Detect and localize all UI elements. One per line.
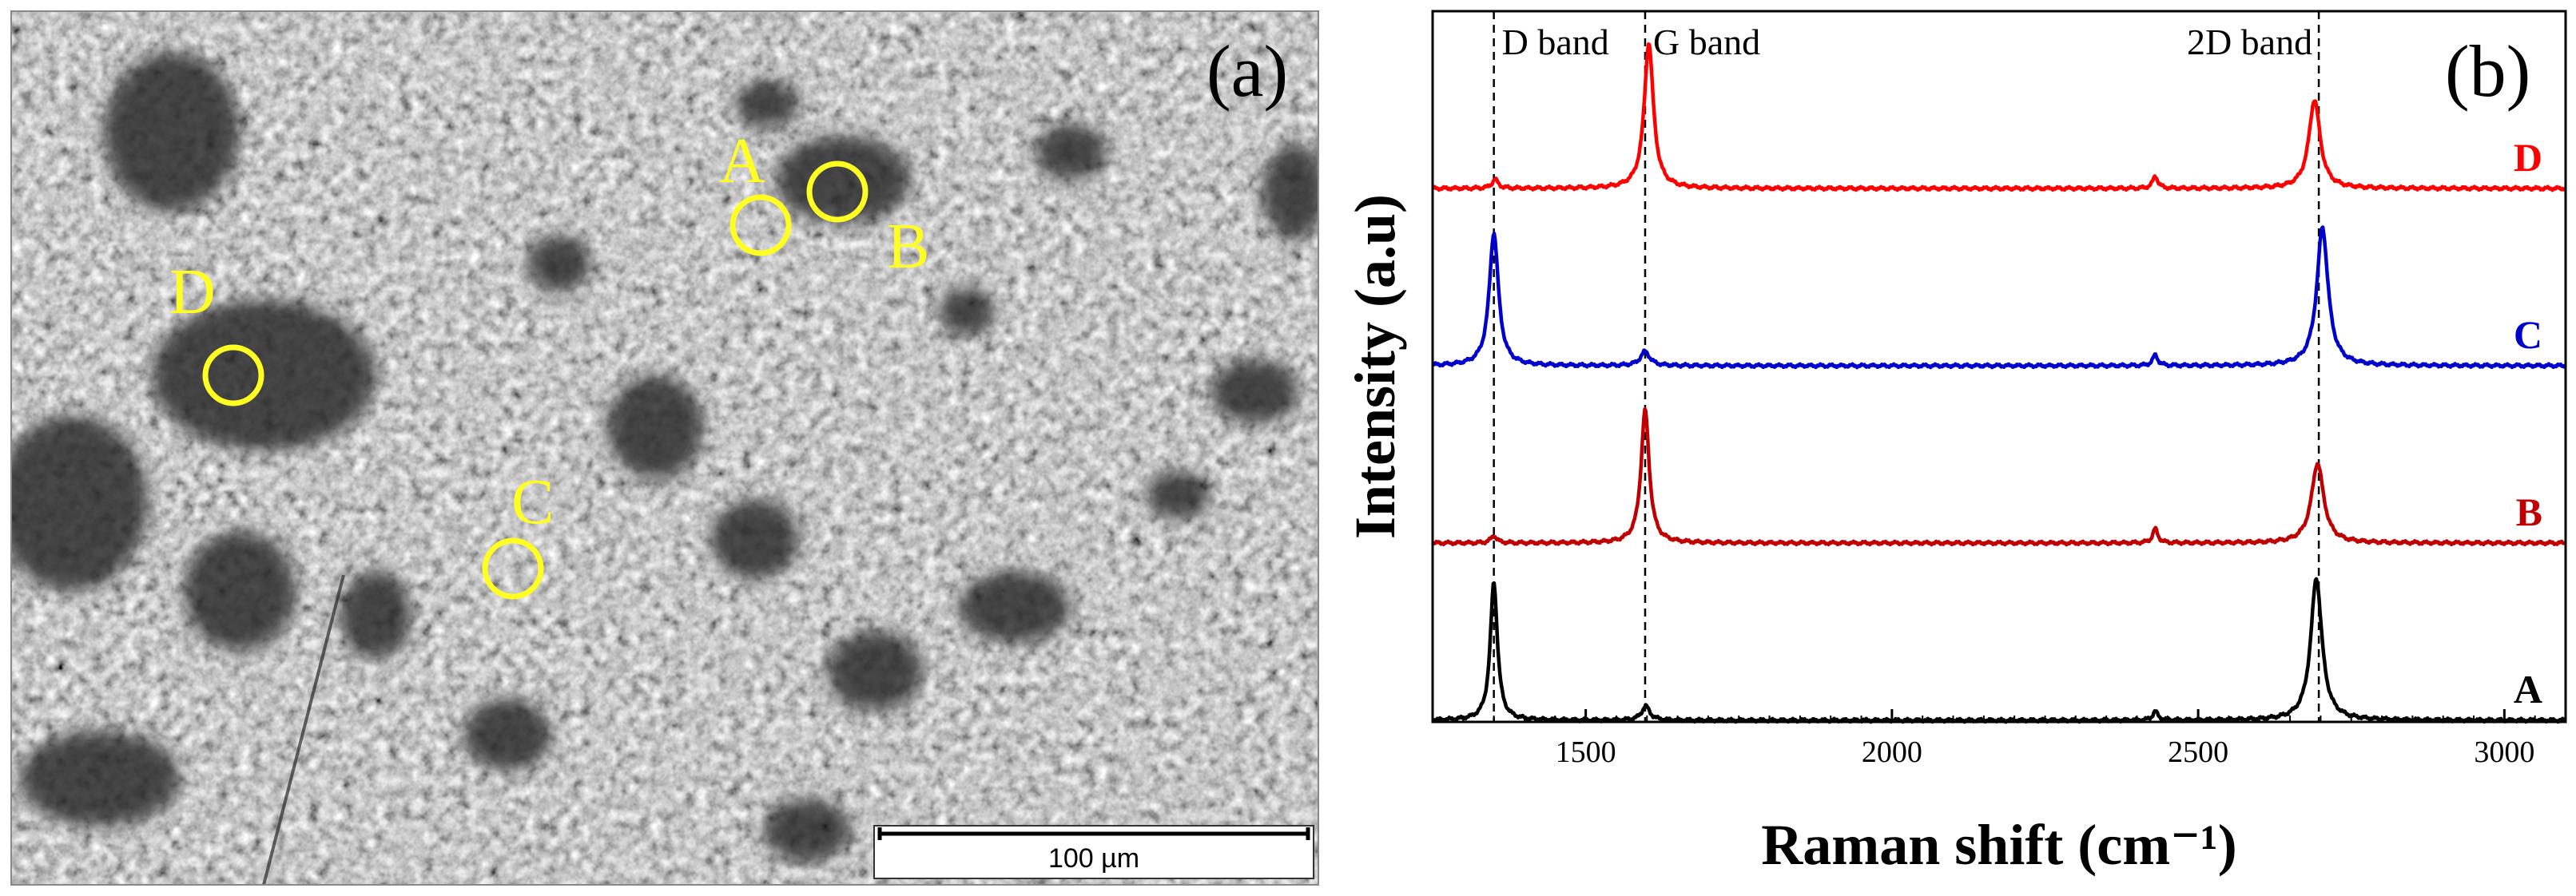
spectrum-line-b xyxy=(1431,406,2567,547)
scale-bar: 100 µm xyxy=(873,825,1314,879)
micrograph-border xyxy=(10,10,1319,886)
panel-a-label: (a) xyxy=(1207,30,1288,112)
spectrum-line-a xyxy=(1431,577,2566,724)
band-label: 2D band xyxy=(2187,22,2312,62)
spectra: A B C D xyxy=(1431,42,2567,724)
marker-circle-d xyxy=(202,344,264,406)
y-axis-label: Intensity (a.u) xyxy=(1343,194,1407,539)
x-tick-label: 2000 xyxy=(1862,735,1922,769)
band-label: G band xyxy=(1653,22,1760,62)
marker-circle-a xyxy=(729,194,792,256)
marker-label-d: D xyxy=(169,257,216,327)
plot-frame xyxy=(1431,10,2567,724)
x-tick-label: 1500 xyxy=(1556,735,1616,769)
marker-circle-c xyxy=(482,537,544,600)
x-axis-label: Raman shift (cm⁻¹) xyxy=(1761,813,2237,877)
x-tick-label: 2500 xyxy=(2168,735,2228,769)
marker-circle-b xyxy=(806,161,869,223)
series-label-d: D xyxy=(2514,135,2542,180)
scale-bar-label: 100 µm xyxy=(1048,843,1139,874)
band-label: D band xyxy=(1502,22,1609,62)
panel-b-label: (b) xyxy=(2445,30,2530,112)
raman-chart: D band G band 2D band A B C D 1500 2000 2500 300… xyxy=(1343,10,2567,877)
series-label-c: C xyxy=(2514,312,2542,357)
surface-scratch xyxy=(262,574,345,885)
series-label-a: A xyxy=(2514,667,2542,712)
spectrum-line-c xyxy=(1431,225,2566,370)
marker-label-a: A xyxy=(719,126,765,196)
micrograph-panel: (a) A B C D 100 µm xyxy=(10,10,1319,886)
series-label-b: B xyxy=(2516,490,2542,534)
band-reference-lines: D band G band 2D band xyxy=(1493,11,2320,722)
marker-label-b: B xyxy=(887,212,929,282)
x-tick-label: 3000 xyxy=(2474,735,2534,769)
marker-label-c: C xyxy=(511,467,554,537)
spectrum-line-d xyxy=(1431,42,2567,192)
dark-regions xyxy=(11,52,1318,862)
sample-markers: A B C D xyxy=(169,126,929,600)
